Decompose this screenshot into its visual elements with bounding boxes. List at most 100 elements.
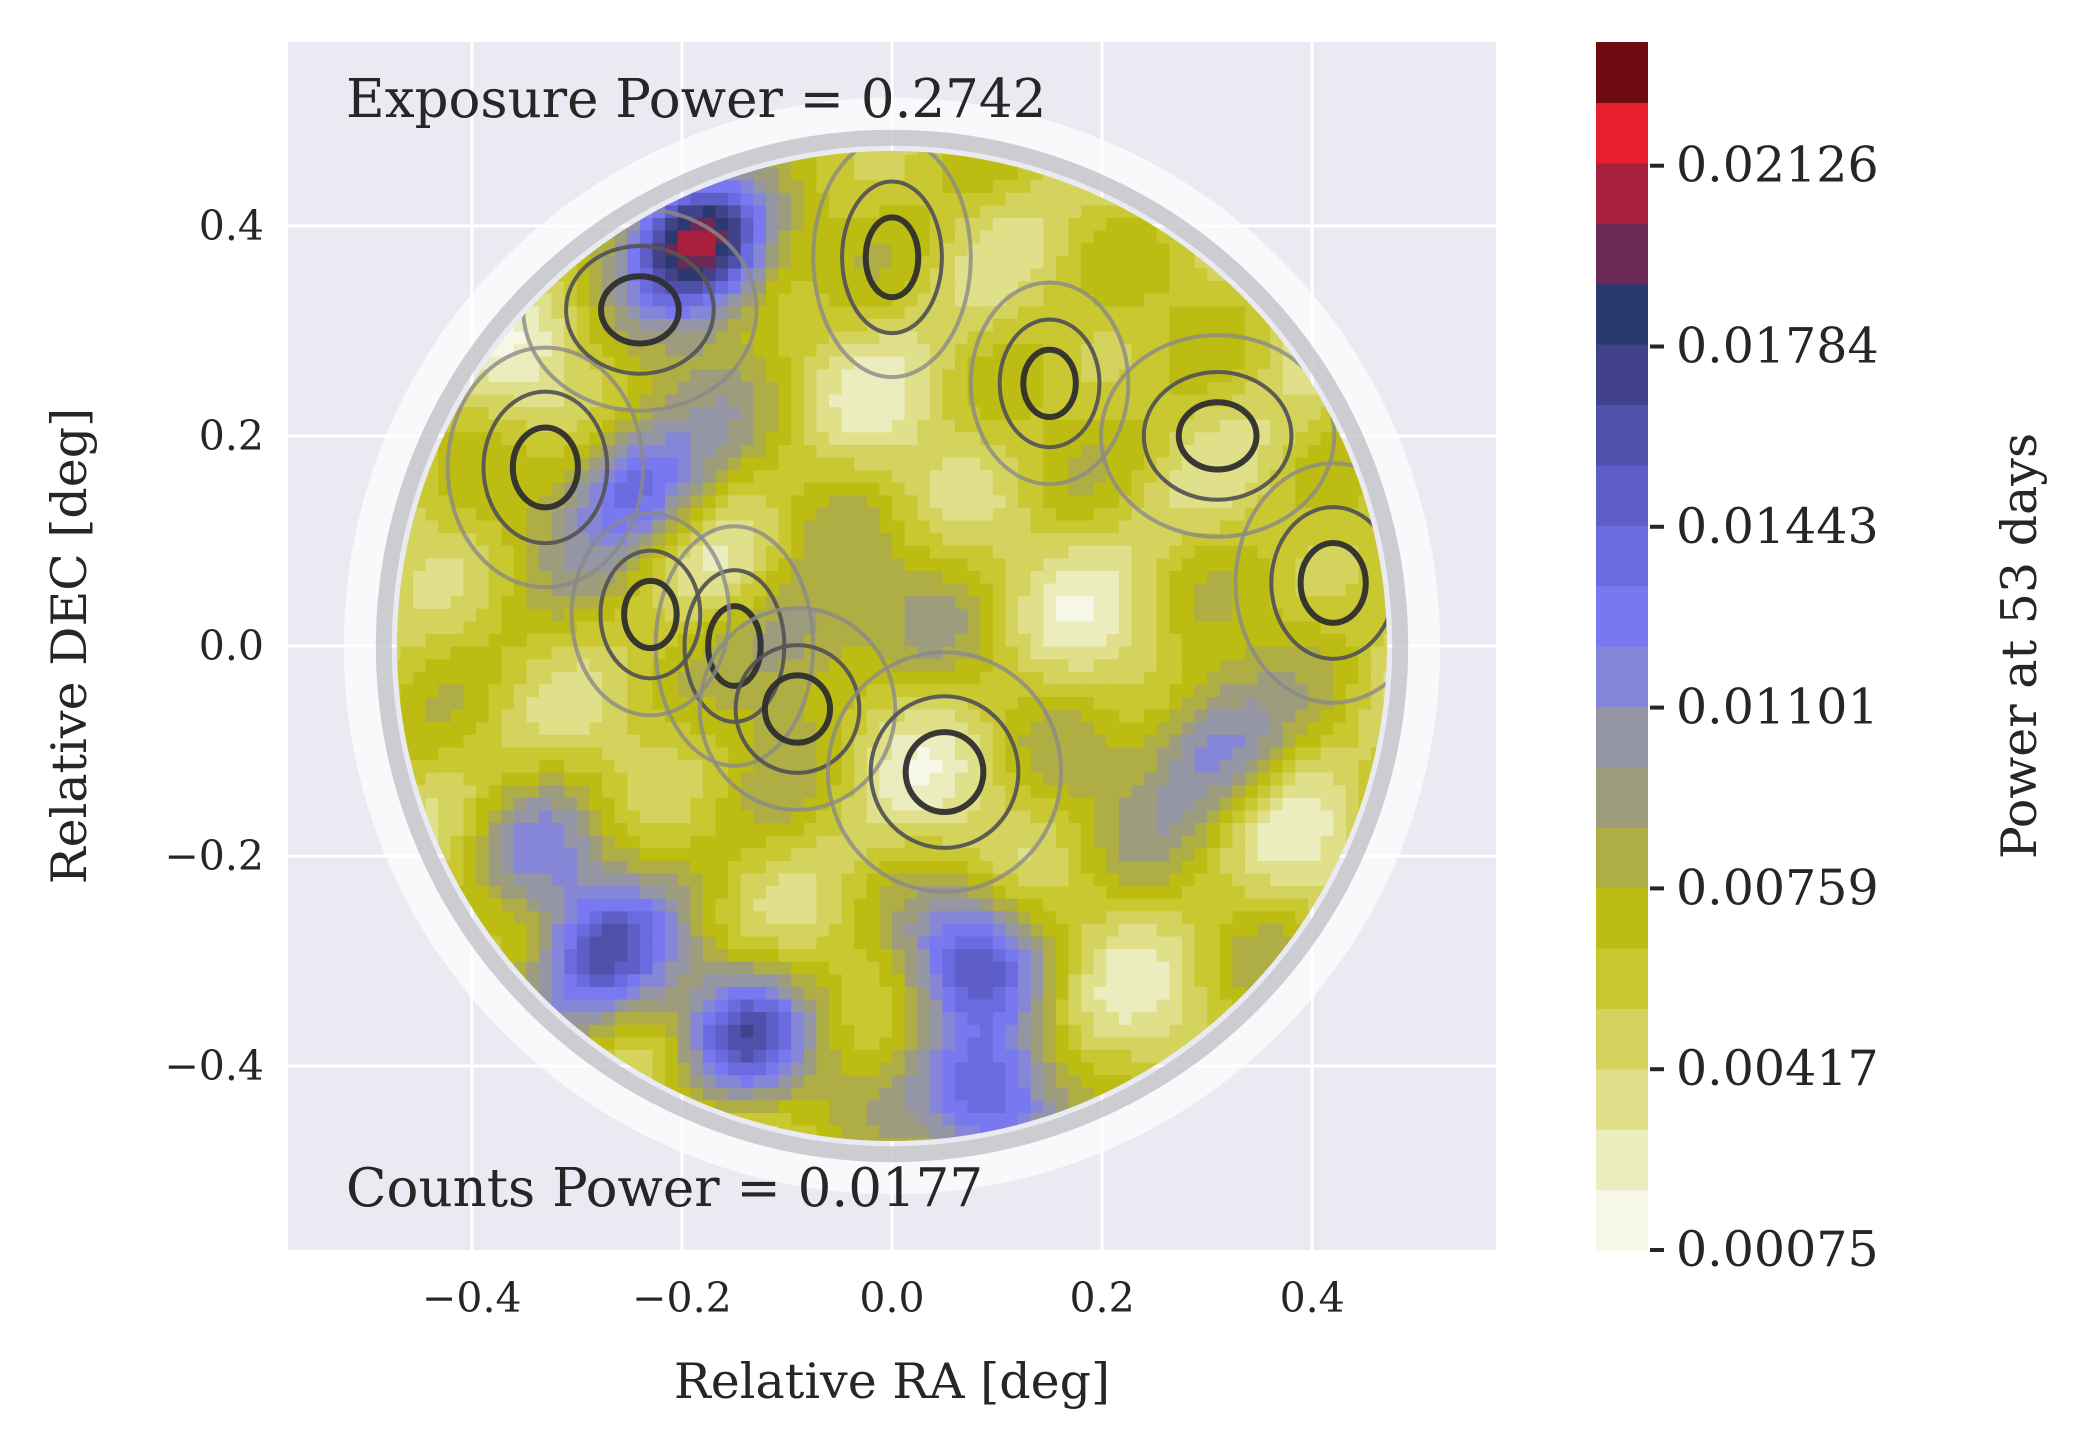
heatmap-cell [614,910,628,924]
heatmap-cell [828,683,843,698]
heatmap-cell [690,494,704,508]
heatmap-cell [1219,671,1233,685]
heatmap-cell [1194,419,1208,433]
heatmap-cell [1181,772,1196,786]
heatmap-cell [841,847,855,861]
heatmap-cell [866,419,880,433]
heatmap-cell [1131,835,1145,849]
heatmap-cell [1068,343,1082,357]
heatmap-cell [879,847,893,861]
heatmap-cell [929,532,944,546]
heatmap-cell [1169,759,1183,773]
heatmap-cell [892,356,906,370]
heatmap-cell [778,469,792,483]
heatmap-cell [1043,456,1057,471]
heatmap-cell [917,494,931,508]
heatmap-cell [942,255,956,269]
heatmap-cell [1043,696,1057,710]
heatmap-cell [564,721,578,735]
heatmap-cell [1282,709,1296,723]
heatmap-cell [690,1061,704,1076]
heatmap-cell [1144,822,1158,836]
heatmap-cell [627,898,641,912]
heatmap-cell [702,822,717,836]
heatmap-cell [539,293,553,307]
heatmap-cell [639,293,654,307]
heatmap-cell [929,620,944,634]
heatmap-cell [1257,570,1271,584]
heatmap-cell [1068,709,1082,723]
heatmap-cell [929,683,944,698]
heatmap-cell [1194,759,1208,773]
heatmap-cell [753,595,767,609]
heatmap-cell [513,330,528,345]
heatmap-cell [1194,872,1208,887]
heatmap-cell [438,709,452,723]
heatmap-cell [665,683,679,698]
heatmap-cell [1055,1049,1070,1063]
heatmap-cell [476,507,490,521]
heatmap-cell [526,721,540,735]
heatmap-cell [816,393,830,408]
heatmap-cell [1043,847,1057,861]
heatmap-cell [1144,935,1158,950]
heatmap-cell [476,772,490,786]
heatmap-cell [589,759,603,773]
heatmap-cell [526,646,540,660]
heatmap-cell [778,393,792,408]
heatmap-cell [816,356,830,370]
heatmap-cell [1131,393,1145,408]
heatmap-cell [488,885,502,899]
heatmap-cell [728,343,742,357]
heatmap-cell [639,973,654,987]
heatmap-cell [1093,1061,1107,1076]
heatmap-cell [488,608,502,622]
heatmap-cell [1169,633,1183,647]
heatmap-cell [1144,469,1158,483]
heatmap-cell [627,280,641,294]
heatmap-cell [602,671,616,685]
heatmap-cell [879,482,893,496]
heatmap-cell [1156,998,1170,1013]
heatmap-cell [929,393,944,408]
heatmap-cell [551,872,565,887]
heatmap-cell [1131,809,1145,824]
heatmap-cell [1207,860,1221,874]
heatmap-cell [539,444,553,458]
heatmap-cell [1219,898,1233,912]
heatmap-cell [929,961,944,975]
heatmap-cell [501,822,515,836]
heatmap-cell [1207,885,1221,899]
heatmap-cell [955,280,969,294]
heatmap-cell [1005,898,1019,912]
heatmap-cell [841,469,855,483]
heatmap-cell [942,293,956,307]
heatmap-cell [1383,633,1387,647]
heatmap-cell [677,885,691,899]
heatmap-cell [828,381,843,395]
heatmap-cell [425,482,439,496]
heatmap-cell [803,444,817,458]
heatmap-cell [1295,658,1309,672]
heatmap-cell [501,797,515,811]
heatmap-cell [1093,683,1107,698]
heatmap-cell [866,293,880,307]
heatmap-cell [1345,759,1359,773]
heatmap-cell [1018,961,1032,975]
heatmap-cell [929,381,944,395]
heatmap-cell [1068,860,1082,874]
heatmap-cell [1181,557,1196,571]
heatmap-cell [980,633,994,647]
heatmap-cell [728,444,742,458]
heatmap-cell [1043,1024,1057,1038]
heatmap-cell [589,582,603,597]
heatmap-cell [1131,255,1145,269]
heatmap-cell [803,507,817,521]
heatmap-cell [841,898,855,912]
heatmap-cell [614,343,628,357]
heatmap-cell [614,923,628,937]
heatmap-cell [854,230,868,244]
heatmap-cell [413,633,427,647]
heatmap-cell [1106,406,1120,420]
heatmap-cell [539,746,553,761]
